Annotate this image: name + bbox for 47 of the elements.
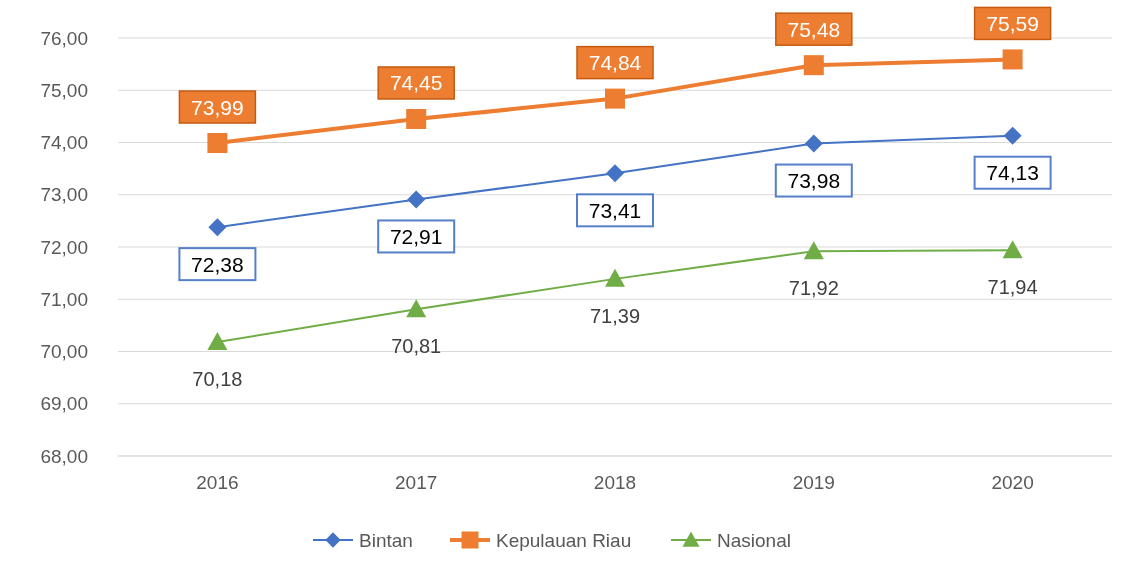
- y-tick-label: 72,00: [40, 236, 88, 258]
- y-tick-label: 70,00: [40, 341, 88, 362]
- point: [1002, 240, 1023, 259]
- x-tick-label: 2018: [593, 472, 637, 493]
- data-label: 75,59: [986, 11, 1039, 35]
- data-label: 74,13: [986, 161, 1039, 185]
- y-tick-label: 71,00: [40, 288, 88, 310]
- y-tick-label: 69,00: [40, 393, 88, 415]
- x-tick-label: 2020: [991, 472, 1034, 493]
- legend-label: Kepulauan Riau: [496, 529, 632, 551]
- data-label: 72,91: [389, 224, 443, 248]
- legend-label: Nasional: [717, 529, 791, 551]
- data-label: 73,98: [787, 169, 841, 193]
- point: [1003, 126, 1022, 145]
- y-tick-label: 68,00: [40, 445, 88, 467]
- x-tick-label: 2016: [196, 472, 239, 493]
- data-label: 74,84: [588, 51, 642, 75]
- data-label: 72,38: [191, 252, 244, 276]
- data-label: 74,45: [389, 71, 443, 95]
- data-label: 70,18: [192, 368, 243, 391]
- data-label: 71,92: [788, 277, 839, 300]
- point: [207, 133, 228, 154]
- point: [207, 332, 228, 351]
- point: [1002, 49, 1023, 70]
- point: [406, 108, 427, 129]
- point: [407, 190, 426, 209]
- point: [605, 268, 625, 287]
- point: [803, 241, 824, 260]
- y-tick-label: 73,00: [40, 184, 88, 206]
- data-label: 71,94: [987, 276, 1038, 299]
- point: [406, 299, 427, 318]
- x-tick-label: 2017: [395, 472, 438, 493]
- point: [605, 88, 625, 109]
- data-label: 71,39: [589, 304, 641, 327]
- point: [208, 218, 227, 237]
- y-tick-label: 76,00: [40, 27, 88, 49]
- point: [803, 55, 824, 76]
- point: [804, 134, 823, 153]
- data-label: 73,99: [191, 95, 244, 119]
- y-tick-label: 75,00: [40, 79, 88, 101]
- data-label: 70,81: [391, 335, 442, 358]
- x-tick-label: 2019: [792, 472, 835, 493]
- legend-label: Bintan: [359, 529, 413, 551]
- y-tick-label: 74,00: [40, 132, 88, 153]
- data-label: 75,48: [787, 17, 841, 41]
- point: [606, 164, 624, 183]
- data-label: 73,41: [588, 198, 642, 222]
